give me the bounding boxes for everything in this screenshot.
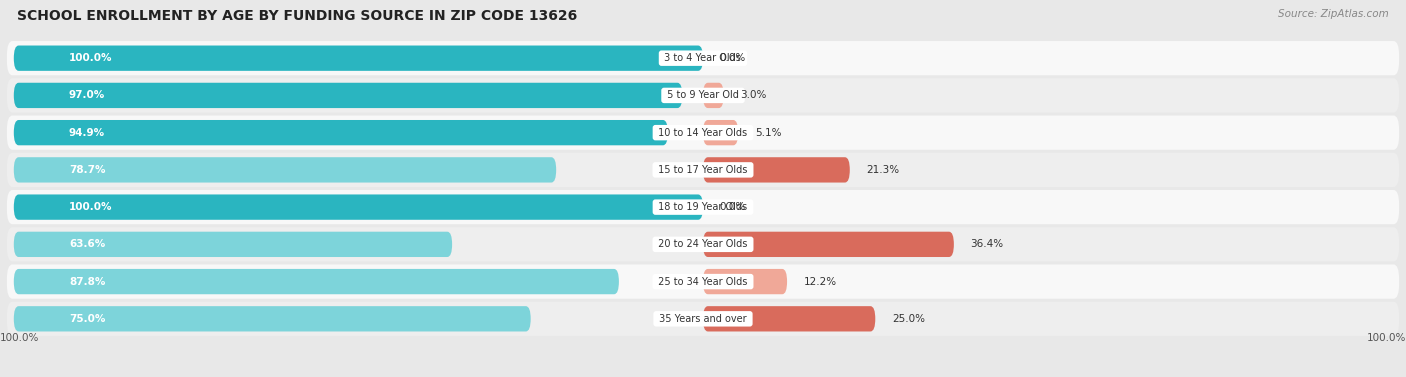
- FancyBboxPatch shape: [7, 115, 1399, 150]
- FancyBboxPatch shape: [7, 302, 1399, 336]
- Text: 25 to 34 Year Olds: 25 to 34 Year Olds: [655, 277, 751, 287]
- Text: 10 to 14 Year Olds: 10 to 14 Year Olds: [655, 128, 751, 138]
- FancyBboxPatch shape: [703, 120, 738, 145]
- Text: 100.0%: 100.0%: [69, 53, 112, 63]
- Text: 97.0%: 97.0%: [69, 90, 105, 100]
- Text: 87.8%: 87.8%: [69, 277, 105, 287]
- Text: 63.6%: 63.6%: [69, 239, 105, 249]
- Text: 25.0%: 25.0%: [891, 314, 925, 324]
- Text: 3.0%: 3.0%: [740, 90, 766, 100]
- FancyBboxPatch shape: [14, 269, 619, 294]
- Text: 94.9%: 94.9%: [69, 128, 105, 138]
- Text: 5.1%: 5.1%: [755, 128, 782, 138]
- FancyBboxPatch shape: [7, 78, 1399, 113]
- Text: 0.0%: 0.0%: [720, 202, 745, 212]
- Text: 35 Years and over: 35 Years and over: [657, 314, 749, 324]
- Text: 75.0%: 75.0%: [69, 314, 105, 324]
- Text: 0.0%: 0.0%: [720, 53, 745, 63]
- FancyBboxPatch shape: [14, 232, 453, 257]
- Text: 20 to 24 Year Olds: 20 to 24 Year Olds: [655, 239, 751, 249]
- Text: 100.0%: 100.0%: [0, 333, 39, 343]
- FancyBboxPatch shape: [7, 227, 1399, 262]
- Text: 100.0%: 100.0%: [69, 202, 112, 212]
- FancyBboxPatch shape: [14, 157, 557, 182]
- Text: 12.2%: 12.2%: [804, 277, 837, 287]
- FancyBboxPatch shape: [14, 195, 703, 220]
- FancyBboxPatch shape: [14, 306, 530, 331]
- Text: 21.3%: 21.3%: [866, 165, 900, 175]
- Text: 15 to 17 Year Olds: 15 to 17 Year Olds: [655, 165, 751, 175]
- Text: 3 to 4 Year Olds: 3 to 4 Year Olds: [661, 53, 745, 63]
- FancyBboxPatch shape: [14, 83, 682, 108]
- Text: 78.7%: 78.7%: [69, 165, 105, 175]
- Text: 36.4%: 36.4%: [970, 239, 1004, 249]
- FancyBboxPatch shape: [703, 232, 953, 257]
- Text: 100.0%: 100.0%: [1367, 333, 1406, 343]
- Text: 5 to 9 Year Old: 5 to 9 Year Old: [664, 90, 742, 100]
- Text: SCHOOL ENROLLMENT BY AGE BY FUNDING SOURCE IN ZIP CODE 13626: SCHOOL ENROLLMENT BY AGE BY FUNDING SOUR…: [17, 9, 576, 23]
- FancyBboxPatch shape: [703, 157, 849, 182]
- FancyBboxPatch shape: [7, 153, 1399, 187]
- Text: Source: ZipAtlas.com: Source: ZipAtlas.com: [1278, 9, 1389, 20]
- Text: 18 to 19 Year Olds: 18 to 19 Year Olds: [655, 202, 751, 212]
- FancyBboxPatch shape: [14, 46, 703, 71]
- FancyBboxPatch shape: [7, 41, 1399, 75]
- FancyBboxPatch shape: [7, 264, 1399, 299]
- FancyBboxPatch shape: [7, 190, 1399, 224]
- FancyBboxPatch shape: [703, 306, 876, 331]
- FancyBboxPatch shape: [14, 120, 668, 145]
- FancyBboxPatch shape: [703, 83, 724, 108]
- FancyBboxPatch shape: [703, 269, 787, 294]
